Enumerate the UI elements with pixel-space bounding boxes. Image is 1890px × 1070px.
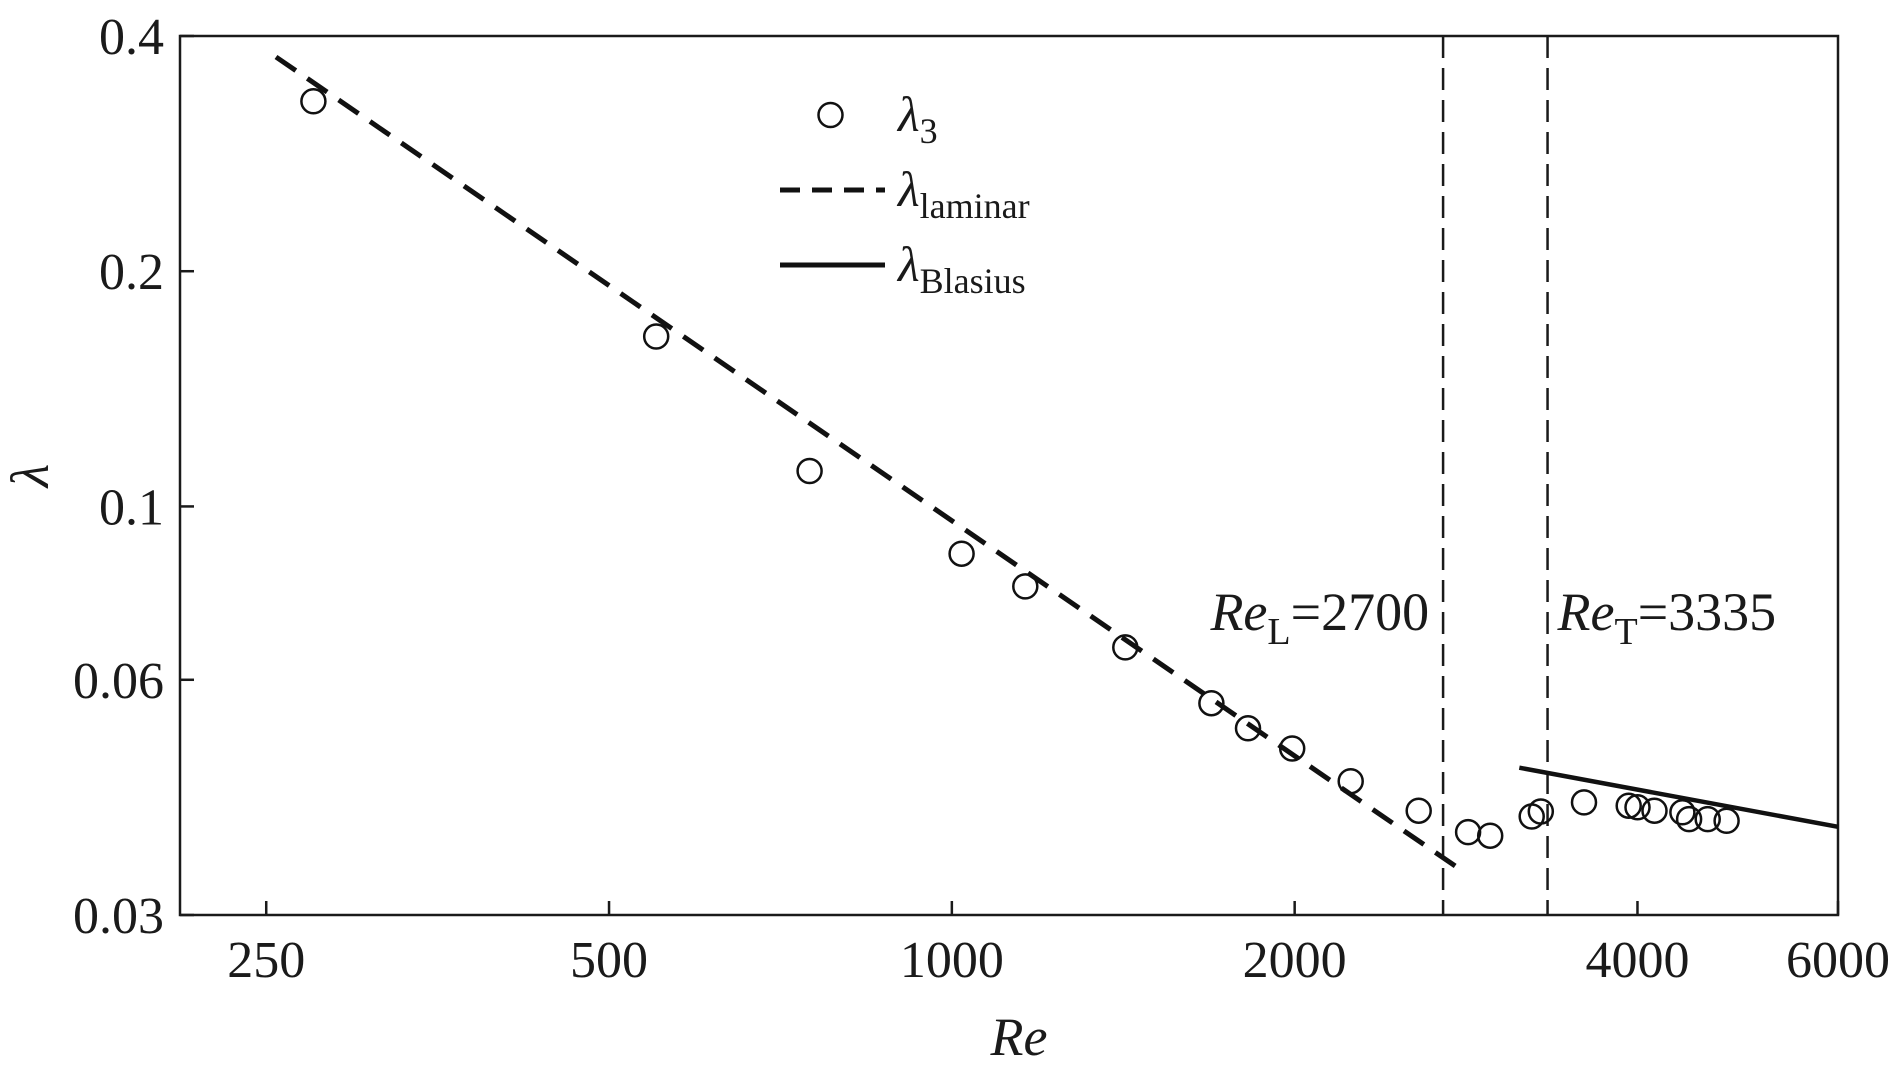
series-line-laminar (274, 54, 1459, 870)
series-line-blasius (1518, 765, 1839, 830)
y-tick-label: 0.03 (73, 888, 164, 945)
data-point (1198, 689, 1225, 717)
data-point (796, 457, 823, 485)
data-point (1234, 715, 1262, 742)
data-point (1694, 805, 1721, 833)
transition-label-l: ReL=2700 (1209, 582, 1429, 653)
plot-border (178, 34, 1840, 917)
y-tick-label: 0.06 (73, 653, 164, 710)
axis-titles: Re λ (0, 464, 1047, 1067)
y-tick-label: 0.2 (99, 244, 164, 301)
legend-label-blasius: λBlasius (896, 236, 1026, 301)
data-point (1278, 735, 1306, 762)
x-tick-label: 4000 (1585, 932, 1689, 989)
data-point (642, 323, 670, 350)
data-point (1570, 789, 1598, 816)
legend: λ3 λlaminar λBlasius (780, 86, 1030, 301)
data-point (1624, 794, 1651, 821)
x-tick-label: 500 (570, 932, 648, 989)
data-point (1669, 799, 1696, 826)
data-point (1454, 818, 1482, 846)
data-point (1405, 797, 1432, 824)
data-point (1641, 797, 1668, 824)
data-point (1518, 803, 1545, 830)
fit-lines (274, 54, 1839, 870)
plot-frame (178, 34, 1840, 917)
y-axis-ticks: 0.03 0.06 0.1 0.2 0.4 (73, 9, 194, 945)
data-point (1012, 573, 1039, 600)
x-tick-label: 2000 (1243, 932, 1347, 989)
legend-marker-circle (817, 101, 844, 129)
x-tick-label: 1000 (900, 932, 1004, 989)
data-point (1675, 805, 1703, 833)
legend-label-laminar: λlaminar (896, 161, 1030, 226)
data-point (1337, 767, 1364, 795)
data-point (1112, 634, 1139, 661)
legend-label-3: λ3 (896, 86, 938, 151)
x-tick-label: 250 (227, 932, 305, 989)
data-point (948, 540, 975, 567)
data-point (1615, 792, 1642, 819)
transition-lines: ReL=2700 ReT=3335 (1209, 36, 1776, 915)
x-tick-label: 6000 (1786, 932, 1890, 989)
data-point (1713, 807, 1740, 835)
data-point (1527, 798, 1555, 825)
data-point (300, 88, 327, 115)
y-axis-title: λ (0, 464, 60, 489)
transition-label-t: ReT=3335 (1557, 582, 1777, 653)
x-axis-title: Re (990, 1007, 1048, 1067)
y-tick-label: 0.4 (99, 9, 164, 66)
y-tick-label: 0.1 (99, 479, 164, 536)
data-points (300, 88, 1740, 849)
x-axis-ticks: 250 500 1000 2000 4000 6000 (227, 901, 1890, 989)
data-point (1476, 822, 1504, 849)
